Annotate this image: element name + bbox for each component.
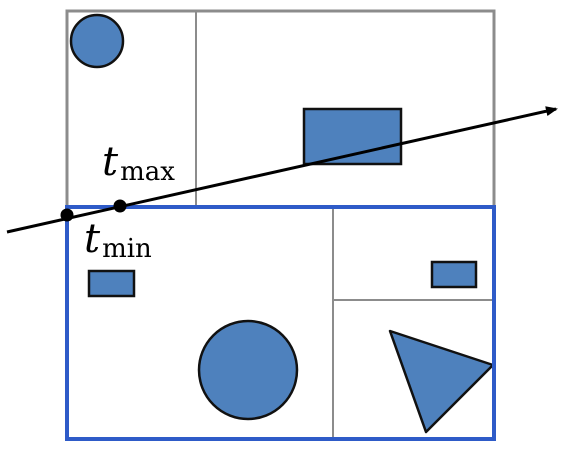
- t-min-variable: t: [84, 216, 101, 262]
- ray-line: [6, 106, 558, 234]
- small-rectangle-right-shape: [430, 260, 478, 289]
- small-rectangle-left-shape: [87, 269, 136, 298]
- t-min-label: tmin: [84, 216, 152, 264]
- t-min-subscript: min: [102, 234, 152, 264]
- triangle-shape: [388, 329, 495, 434]
- small-circle-shape: [69, 13, 125, 69]
- highlighted-bounding-box: [65, 205, 496, 441]
- t-min-intersection-point: [60, 208, 74, 222]
- t-max-variable: t: [102, 139, 119, 185]
- t-max-label: tmax: [102, 139, 175, 187]
- t-max-subscript: max: [120, 157, 175, 187]
- t-max-intersection-point: [113, 199, 127, 213]
- large-circle-shape: [197, 319, 299, 421]
